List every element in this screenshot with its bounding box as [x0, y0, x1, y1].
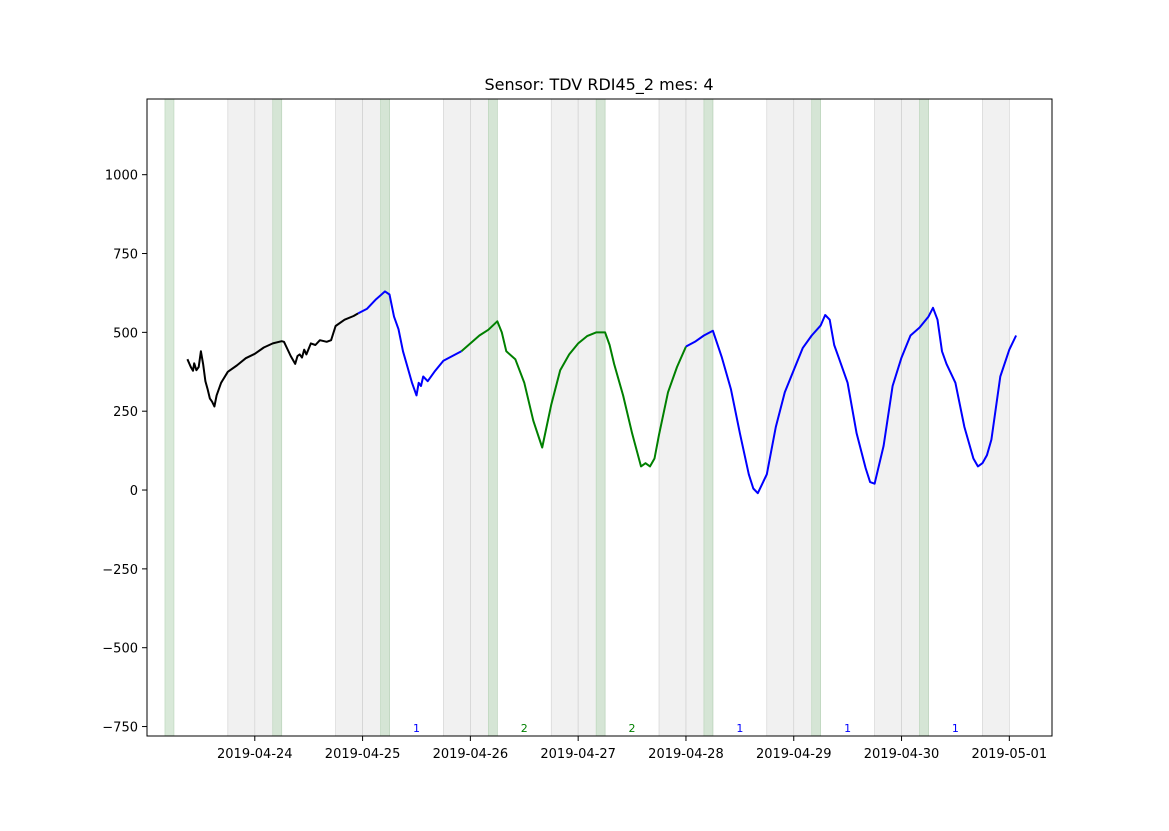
- x-tick-label-2: 2019-04-26: [433, 747, 509, 762]
- green-band-3: [488, 98, 498, 737]
- night-band-6: [550, 98, 579, 737]
- x-tick-label-6: 2019-04-30: [864, 747, 940, 762]
- green-band-6: [811, 98, 821, 737]
- day-label-5: 1: [952, 722, 959, 735]
- day-label-2: 2: [629, 722, 636, 735]
- x-tick-label-3: 2019-04-27: [540, 747, 616, 762]
- night-band-14: [982, 98, 1010, 737]
- plot-frame: [146, 98, 1053, 737]
- series-line-1-class_1: [357, 290, 462, 397]
- green-bands: [164, 98, 929, 737]
- x-tick-label-5: 2019-04-29: [756, 747, 832, 762]
- grey-bands: [227, 98, 1010, 737]
- night-band-4: [443, 98, 471, 737]
- y-tick-label-2: −250: [102, 563, 138, 578]
- x-tick-label-0: 2019-04-24: [217, 747, 293, 762]
- y-tick-label-4: 250: [113, 405, 138, 420]
- night-band-0: [227, 98, 256, 737]
- green-band-4: [595, 98, 606, 737]
- green-band-1: [272, 98, 283, 737]
- green-band-0: [164, 98, 175, 737]
- y-axis: −750 −500 −250 0 250 500 750 1000: [102, 169, 147, 736]
- chart-title: Sensor: TDV RDI45_2 mes: 4: [484, 75, 713, 95]
- day-label-1: 2: [521, 722, 528, 735]
- green-band-5: [703, 98, 714, 737]
- night-band-12: [874, 98, 902, 737]
- green-band-7: [919, 98, 929, 737]
- y-tick-label-5: 500: [113, 326, 138, 341]
- series-line-3-class_1: [685, 306, 1018, 495]
- day-label-3: 1: [736, 722, 743, 735]
- x-axis: 2019-04-24 2019-04-25 2019-04-26 2019-04-27…: [217, 736, 1047, 762]
- series-lines: [186, 290, 1018, 495]
- night-band-2: [335, 98, 363, 737]
- series-line-2-class_2: [460, 320, 687, 468]
- x-tick-label-4: 2019-04-28: [648, 747, 724, 762]
- y-tick-label-3: 0: [130, 484, 138, 499]
- green-band-2: [380, 98, 390, 737]
- x-tick-label-7: 2019-05-01: [972, 747, 1048, 762]
- day-labels: 1 2 2 1 1 1: [413, 722, 959, 735]
- series-line-0-unlabeled: [186, 312, 359, 408]
- y-tick-label-6: 750: [113, 248, 138, 263]
- y-tick-label-0: −750: [102, 721, 138, 736]
- y-tick-label-7: 1000: [105, 169, 138, 184]
- y-tick-label-1: −500: [102, 642, 138, 657]
- day-label-4: 1: [844, 722, 851, 735]
- night-band-10: [766, 98, 795, 737]
- day-label-0: 1: [413, 722, 420, 735]
- x-tick-label-1: 2019-04-25: [325, 747, 401, 762]
